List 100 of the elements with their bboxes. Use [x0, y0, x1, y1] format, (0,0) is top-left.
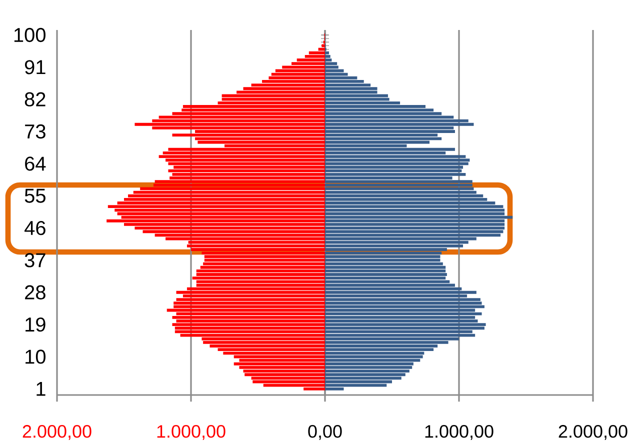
bar — [325, 322, 486, 326]
bar — [108, 204, 325, 208]
y-tick-label: 55 — [24, 188, 46, 203]
bar — [325, 204, 504, 208]
bar — [168, 169, 325, 172]
bar — [325, 230, 504, 233]
bar — [176, 319, 325, 322]
bar — [182, 104, 325, 108]
bar — [325, 86, 378, 90]
bar — [204, 255, 325, 258]
bar — [200, 266, 325, 269]
bar — [234, 362, 325, 366]
bar — [325, 137, 442, 140]
bar — [325, 298, 480, 301]
bar — [325, 222, 505, 226]
bar — [196, 269, 325, 272]
bar — [192, 276, 325, 280]
bar — [128, 194, 325, 198]
bar — [325, 184, 472, 186]
bar — [172, 172, 325, 176]
bar — [243, 369, 325, 372]
y-tick-label: 19 — [26, 317, 46, 332]
bar — [325, 376, 402, 380]
bar — [325, 305, 484, 308]
bar — [325, 148, 455, 151]
bar — [325, 372, 406, 376]
bar — [158, 154, 325, 158]
bar — [325, 276, 446, 280]
bar — [325, 272, 447, 276]
bar — [176, 290, 325, 294]
y-tick-label: 73 — [25, 124, 46, 138]
bar — [203, 340, 325, 344]
bar — [325, 334, 476, 337]
bar — [325, 216, 513, 219]
bar — [325, 258, 440, 262]
x-tick-label: 1.000,00 — [157, 424, 226, 440]
bar — [325, 180, 472, 183]
bar — [106, 219, 325, 222]
x-tick-label: 1.000,00 — [425, 424, 494, 440]
bar — [186, 244, 325, 248]
bar — [172, 316, 325, 319]
bar — [134, 122, 325, 126]
bar — [325, 172, 466, 176]
bar — [325, 122, 474, 126]
bar — [325, 348, 434, 351]
y-tick-label: 100 — [14, 28, 46, 42]
bar — [222, 98, 325, 101]
y-tick-label: 91 — [24, 60, 46, 74]
bar — [325, 154, 466, 158]
bar — [325, 301, 482, 304]
bar — [325, 169, 462, 172]
x-tick-label: 2.000,00 — [22, 424, 92, 440]
bar — [204, 258, 325, 262]
y-tick-label: 10 — [26, 349, 46, 364]
bar — [174, 326, 325, 330]
bar — [154, 180, 325, 183]
bar — [174, 330, 325, 334]
bar — [325, 269, 446, 272]
bar — [325, 262, 443, 266]
y-tick-label: 82 — [24, 92, 46, 106]
bar — [325, 194, 484, 198]
bar — [325, 130, 455, 133]
bar — [325, 226, 505, 230]
bar — [325, 62, 338, 65]
bar — [196, 280, 325, 283]
bar — [172, 322, 325, 326]
bar — [325, 358, 420, 362]
bar — [325, 162, 468, 165]
bar — [325, 326, 484, 330]
y-tick-label: 46 — [24, 220, 46, 235]
y-tick-label: 37 — [24, 252, 46, 268]
bar — [191, 248, 325, 251]
bar — [172, 133, 325, 136]
x-tick-label: 0,00 — [308, 424, 342, 440]
bar — [174, 301, 325, 304]
bar — [196, 272, 325, 276]
bar — [308, 51, 325, 54]
bar — [176, 298, 325, 301]
y-tick-label: 28 — [25, 285, 46, 300]
bar — [325, 187, 474, 190]
bar — [325, 255, 440, 258]
bar — [325, 234, 501, 236]
y-tick-label: 64 — [25, 156, 46, 171]
bar — [325, 208, 505, 212]
bar — [325, 312, 482, 316]
bar — [325, 290, 476, 294]
x-tick-label: 2.000,00 — [558, 424, 628, 440]
bar — [325, 366, 412, 369]
bar — [271, 72, 325, 76]
bar — [168, 162, 325, 165]
bar — [325, 158, 470, 162]
bar — [325, 54, 330, 58]
bar — [244, 372, 325, 376]
bar — [322, 44, 325, 48]
bar — [325, 51, 330, 54]
bar — [325, 266, 446, 269]
y-tick-label: 1 — [36, 382, 46, 396]
bar — [325, 369, 410, 372]
bar — [162, 151, 325, 154]
bar — [203, 262, 325, 266]
